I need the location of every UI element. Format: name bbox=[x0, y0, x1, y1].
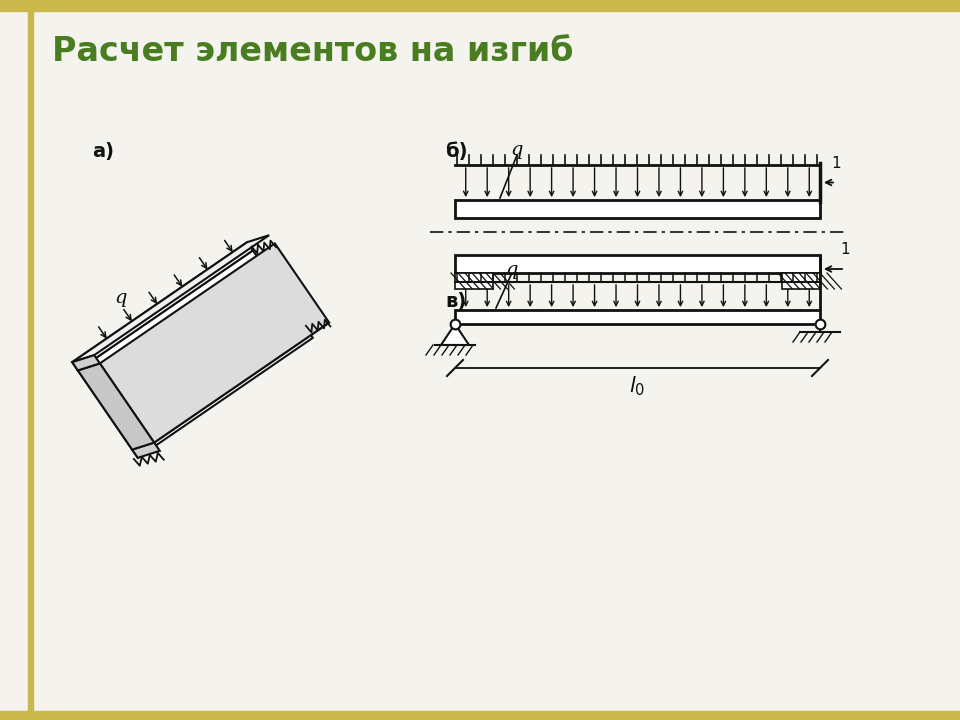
Polygon shape bbox=[782, 273, 820, 289]
Bar bbox=[0, 0, 960, 11]
Polygon shape bbox=[455, 273, 493, 289]
Polygon shape bbox=[455, 200, 820, 218]
Text: $l_0$: $l_0$ bbox=[630, 374, 645, 397]
Polygon shape bbox=[455, 310, 820, 324]
Text: q: q bbox=[114, 289, 128, 307]
Text: а): а) bbox=[92, 142, 114, 161]
Text: в): в) bbox=[445, 292, 467, 311]
Polygon shape bbox=[455, 255, 820, 273]
Polygon shape bbox=[441, 324, 469, 345]
Polygon shape bbox=[72, 235, 269, 362]
Polygon shape bbox=[72, 355, 100, 370]
Polygon shape bbox=[78, 251, 307, 449]
Text: 1: 1 bbox=[831, 156, 841, 171]
Polygon shape bbox=[72, 242, 252, 370]
Polygon shape bbox=[132, 323, 329, 449]
Polygon shape bbox=[78, 364, 155, 449]
Text: q: q bbox=[505, 261, 517, 279]
Text: 1: 1 bbox=[840, 242, 850, 257]
Polygon shape bbox=[100, 243, 329, 443]
Bar bbox=[0, 711, 960, 720]
Polygon shape bbox=[132, 330, 313, 458]
Text: б): б) bbox=[445, 142, 468, 161]
Polygon shape bbox=[132, 443, 159, 458]
Bar bbox=[28, 0, 33, 720]
Text: Расчет элементов на изгиб: Расчет элементов на изгиб bbox=[52, 35, 573, 68]
Text: q: q bbox=[510, 141, 522, 159]
